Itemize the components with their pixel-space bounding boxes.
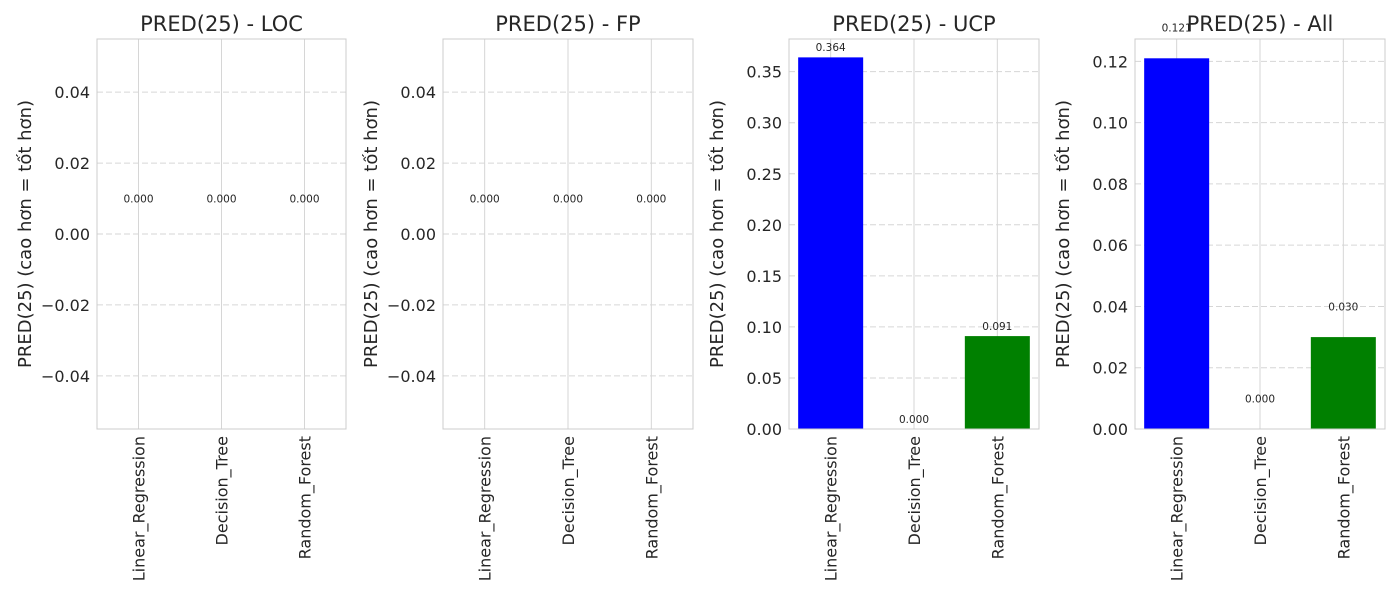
y-tick-label: −0.02 xyxy=(387,296,436,315)
y-tick-label: 0.30 xyxy=(746,114,782,133)
data-label: 0.000 xyxy=(470,194,500,206)
y-tick-label: −0.04 xyxy=(41,367,90,386)
chart-title: PRED(25) - All xyxy=(1187,12,1334,36)
x-tick-label: Linear_Regression xyxy=(822,436,842,581)
y-axis-label: PRED(25) (cao hơn = tốt hơn) xyxy=(15,100,36,368)
y-tick-label: 0.25 xyxy=(746,165,782,184)
subplot-3: 0.00 0.05 0.10 0.15 0.20 0.25 0.30 0.35 0.364 0.0… xyxy=(707,12,1040,581)
y-tick-label: 0.15 xyxy=(746,267,782,286)
y-axis-label: PRED(25) (cao hơn = tốt hơn) xyxy=(361,100,382,368)
y-tick-label: 0.04 xyxy=(1092,297,1128,316)
y-tick-label: 0.20 xyxy=(746,216,782,235)
y-tick-label: −0.04 xyxy=(387,367,436,386)
plot-border xyxy=(96,38,347,430)
y-tick-label: −0.02 xyxy=(41,296,90,315)
data-label: 0.000 xyxy=(123,194,153,206)
x-tick-label: Linear_Regression xyxy=(476,436,496,581)
y-tick-label: 0.02 xyxy=(400,154,436,173)
chart-title: PRED(25) - UCP xyxy=(832,12,995,36)
subplot-4: 0.00 0.02 0.04 0.06 0.08 0.10 0.12 0.121 0.000 0.… xyxy=(1053,12,1386,581)
y-tick-label: 0.08 xyxy=(1092,175,1128,194)
y-tick-label: 0.10 xyxy=(746,318,782,337)
y-tick-label: 0.05 xyxy=(746,369,782,388)
x-tick-label: Linear_Regression xyxy=(1168,436,1188,581)
bar-random-forest xyxy=(964,336,1030,429)
data-label: 0.000 xyxy=(289,194,319,206)
y-tick-label: 0.00 xyxy=(1092,420,1128,439)
data-label: 0.000 xyxy=(206,194,236,206)
bar-linear-regression xyxy=(1144,58,1210,429)
plot-border xyxy=(442,38,694,430)
x-tick-label: Random_Forest xyxy=(1334,436,1354,559)
subplot-2: −0.04 −0.02 0.00 0.02 0.04 0.000 0.000 0.000 Lin… xyxy=(361,12,694,581)
y-tick-label: 0.04 xyxy=(400,83,436,102)
y-tick-label: 0.02 xyxy=(54,154,90,173)
data-label: 0.091 xyxy=(982,321,1012,333)
y-tick-label: 0.12 xyxy=(1092,52,1128,71)
y-tick-label: 0.00 xyxy=(54,225,90,244)
x-tick-label: Decision_Tree xyxy=(1251,436,1271,545)
data-label: 0.000 xyxy=(636,194,666,206)
y-tick-label: 0.04 xyxy=(54,83,90,102)
plot-border xyxy=(1134,38,1386,430)
x-tick-label: Linear_Regression xyxy=(130,436,150,581)
y-tick-label: 0.00 xyxy=(400,225,436,244)
bar-linear-regression xyxy=(798,57,864,430)
y-tick-label: 0.02 xyxy=(1092,359,1128,378)
plot-border xyxy=(788,38,1040,430)
x-tick-label: Decision_Tree xyxy=(213,436,233,545)
data-label: 0.000 xyxy=(553,194,583,206)
y-tick-label: 0.35 xyxy=(746,63,782,82)
subplot-1: −0.04 −0.02 0.00 0.02 0.04 0.000 0.000 0.000 Lin… xyxy=(15,12,347,581)
x-tick-label: Random_Forest xyxy=(642,436,662,559)
y-tick-label: 0.00 xyxy=(746,420,782,439)
chart-title: PRED(25) - LOC xyxy=(140,12,303,36)
y-tick-label: 0.06 xyxy=(1092,236,1128,255)
x-tick-label: Random_Forest xyxy=(988,436,1008,559)
y-axis-label: PRED(25) (cao hơn = tốt hơn) xyxy=(1053,100,1074,368)
data-label: 0.000 xyxy=(899,414,929,426)
data-label: 0.121 xyxy=(1162,23,1192,35)
x-tick-label: Decision_Tree xyxy=(559,436,579,545)
data-label: 0.364 xyxy=(816,42,846,54)
data-label: 0.030 xyxy=(1328,301,1358,313)
chart-title: PRED(25) - FP xyxy=(495,12,640,36)
y-axis-label: PRED(25) (cao hơn = tốt hơn) xyxy=(707,100,728,368)
bar-random-forest xyxy=(1310,337,1376,429)
x-tick-label: Random_Forest xyxy=(296,436,316,559)
data-label: 0.000 xyxy=(1245,393,1275,405)
x-tick-label: Decision_Tree xyxy=(905,436,925,545)
y-tick-label: 0.10 xyxy=(1092,114,1128,133)
